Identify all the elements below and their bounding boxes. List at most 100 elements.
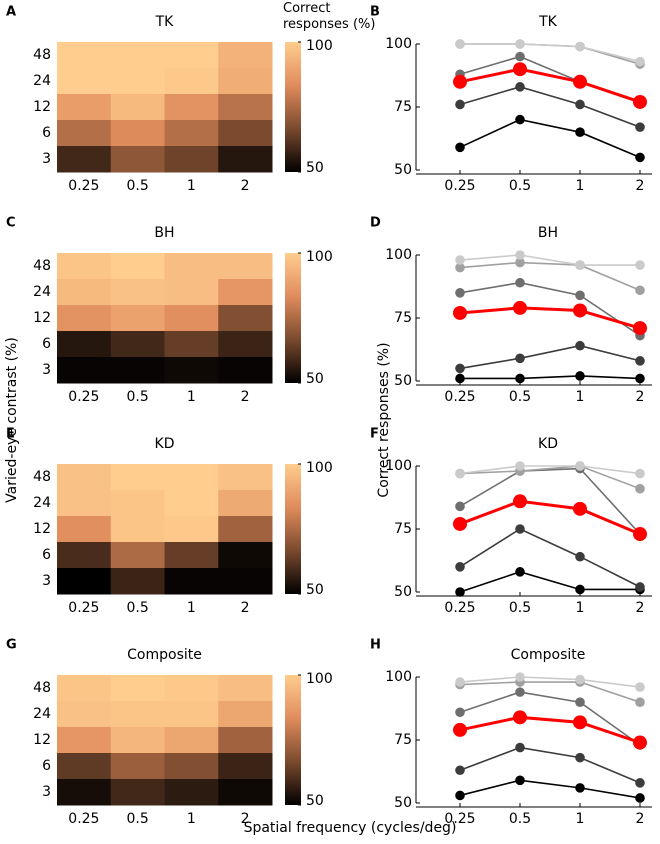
data-point <box>575 674 585 685</box>
data-point <box>513 300 527 315</box>
heatmap-cell <box>57 701 112 728</box>
chart-title: Composite <box>511 647 586 663</box>
data-point <box>455 677 465 687</box>
y-tick-label: 12 <box>33 310 51 326</box>
y-tick-label: 6 <box>42 336 51 352</box>
series-line <box>459 528 641 588</box>
heatmap-cell <box>57 357 112 384</box>
data-point <box>455 707 465 718</box>
panel-letter: D <box>370 216 381 231</box>
data-point <box>635 373 645 384</box>
data-point <box>515 524 525 534</box>
heatmap-cell <box>110 357 165 384</box>
data-point <box>635 483 645 494</box>
y-axis-label: Varied-eye contrast (%) <box>4 337 20 503</box>
y-tick-label: 3 <box>42 573 51 589</box>
data-point <box>455 39 465 49</box>
chart-title: BH <box>538 225 558 241</box>
data-point <box>635 793 645 803</box>
heatmap-cell <box>110 701 165 728</box>
chart-title: KD <box>538 436 558 452</box>
heatmap-cell <box>218 120 273 147</box>
series-line <box>459 261 641 292</box>
panel-letter: E <box>6 427 15 442</box>
x-tick-label: 1 <box>576 178 585 194</box>
series-line <box>459 467 641 535</box>
data-point <box>575 260 585 270</box>
data-point <box>635 122 645 132</box>
y-tick-label: 6 <box>42 758 51 774</box>
series-line <box>459 344 641 370</box>
heatmap-cell <box>164 753 219 780</box>
heatmap-cell <box>110 568 165 595</box>
heatmap-cell <box>57 253 112 280</box>
series-line <box>459 86 641 128</box>
y-tick-label: 100 <box>385 669 412 685</box>
panel-letter: C <box>6 216 16 231</box>
data-point <box>575 340 585 351</box>
x-tick-label: 0.5 <box>126 389 148 405</box>
x-tick-label: 0.5 <box>126 178 148 194</box>
y-tick-label: 50 <box>394 162 412 178</box>
heatmap-cell <box>218 779 273 806</box>
y-tick-label: 6 <box>42 547 51 563</box>
x-tick-label: 0.5 <box>126 811 148 827</box>
colorbar-tick-label: 50 <box>306 793 324 809</box>
series-line <box>459 746 641 784</box>
y-tick-label: 75 <box>394 99 412 115</box>
heatmap-cell <box>164 490 219 517</box>
data-point <box>635 697 645 707</box>
colorbar <box>285 42 301 172</box>
y-tick-label: 100 <box>385 247 412 263</box>
data-point <box>455 790 465 801</box>
series-line <box>459 571 640 593</box>
data-point <box>455 562 465 572</box>
data-point <box>453 516 467 531</box>
data-point <box>455 765 465 776</box>
series-line <box>459 681 641 703</box>
y-tick-label: 6 <box>42 125 51 141</box>
x-tick-label: 2 <box>241 389 250 405</box>
heatmap-cell <box>164 464 219 491</box>
heatmap-cell <box>218 464 273 491</box>
y-tick-label: 75 <box>394 732 412 748</box>
heatmap-cell <box>164 68 219 95</box>
panel-letter: F <box>370 427 379 442</box>
x-axis-label: Spatial frequency (cycles/deg) <box>244 820 457 836</box>
heatmap-cell <box>164 305 219 332</box>
data-point <box>635 152 645 163</box>
x-tick-label: 0.25 <box>68 600 99 616</box>
data-point <box>575 41 585 52</box>
y-tick-label: 24 <box>33 284 51 300</box>
data-point <box>635 56 645 67</box>
heatmap-cell <box>110 253 165 280</box>
heatmap-cell <box>57 675 112 702</box>
colorbar-tick-label: 100 <box>306 38 333 54</box>
x-tick-label: 1 <box>187 811 196 827</box>
heatmap-cell <box>164 279 219 306</box>
heatmap-cell <box>110 779 165 806</box>
heatmap-cell <box>218 701 273 728</box>
chart-title: TK <box>538 14 558 30</box>
x-tick-label: 1 <box>187 178 196 194</box>
data-point <box>455 262 465 273</box>
x-tick-label: 2 <box>636 389 645 405</box>
heatmap-cell <box>218 305 273 332</box>
data-point <box>575 584 585 595</box>
data-point <box>635 468 645 479</box>
data-point <box>633 735 647 750</box>
data-point <box>635 582 645 592</box>
panel-letter: G <box>6 638 17 653</box>
heatmap-cell <box>57 331 112 358</box>
panel-letter: H <box>370 638 381 653</box>
heatmap-cell <box>218 42 273 69</box>
data-point <box>455 288 465 298</box>
heatmap-cell <box>110 94 165 121</box>
heatmap-cell <box>57 68 112 95</box>
data-point <box>453 722 467 737</box>
heatmap-cell <box>57 146 112 173</box>
chart-title: TK <box>155 14 175 30</box>
panel-letter: A <box>6 5 16 20</box>
series-line <box>459 715 641 744</box>
data-point <box>515 353 525 364</box>
